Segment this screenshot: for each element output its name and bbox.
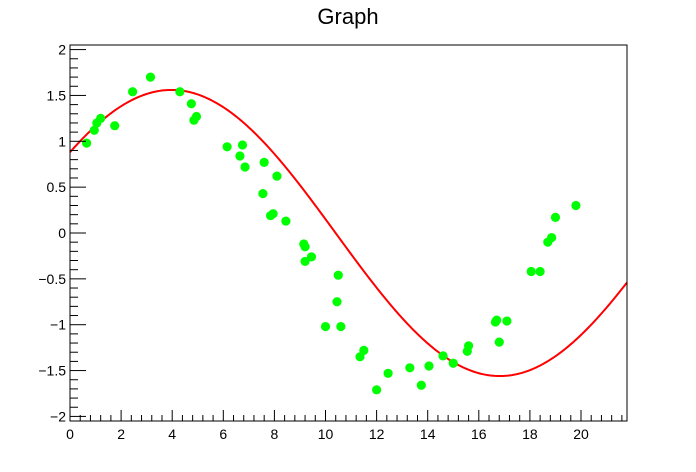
data-point	[336, 321, 346, 332]
data-point	[175, 87, 185, 97]
x-tick-label: 8	[271, 426, 279, 442]
y-tick-label: −0.5	[38, 271, 66, 287]
data-point	[424, 361, 434, 371]
y-tick-label: −2	[50, 408, 66, 424]
y-tick-label: −1.5	[38, 363, 66, 379]
x-tick-label: 10	[318, 426, 334, 442]
fit-curve-layer	[69, 88, 628, 378]
data-point	[82, 138, 92, 148]
y-tick-label: 1.5	[47, 87, 67, 103]
data-point	[186, 99, 196, 109]
x-tick-label: 6	[219, 426, 227, 442]
y-tick-label: 0.5	[47, 179, 67, 195]
y-tick-label: 0	[58, 225, 66, 241]
data-point	[494, 337, 504, 347]
data-point	[571, 200, 581, 211]
data-points-layer	[82, 72, 581, 395]
x-tick-label: 14	[420, 426, 436, 442]
data-point	[89, 125, 99, 135]
data-point	[332, 297, 342, 307]
data-point	[463, 341, 474, 351]
data-point	[359, 345, 369, 355]
data-point	[306, 252, 317, 262]
x-tick-label: 12	[369, 426, 385, 442]
data-point	[526, 266, 536, 277]
data-point	[372, 385, 382, 395]
data-point	[235, 151, 245, 161]
data-point	[110, 121, 120, 131]
chart-title: Graph	[317, 4, 378, 29]
data-point	[272, 171, 282, 181]
y-tick-label: 1	[58, 133, 66, 149]
y-tick-label: 2	[58, 42, 66, 58]
data-point	[383, 368, 393, 378]
data-point	[550, 212, 561, 223]
data-point	[492, 315, 502, 325]
ticks-layer: 0 2 4 6 8 10 12 14 16 18 20 −2 −1.5 −1 −0.5 0 0.5 1 1.5 2	[38, 42, 623, 442]
data-point	[416, 380, 426, 390]
y-tick-label: −1	[50, 317, 66, 333]
data-point	[300, 256, 310, 267]
data-point	[320, 321, 331, 332]
x-tick-label: 0	[66, 426, 74, 442]
data-point	[127, 87, 138, 97]
data-point	[268, 209, 278, 219]
x-tick-label: 4	[168, 426, 176, 442]
x-tick-label: 18	[522, 426, 538, 442]
data-point	[259, 157, 269, 167]
data-point	[333, 270, 343, 280]
x-tick-label: 20	[573, 426, 589, 442]
data-point	[535, 266, 545, 277]
data-point	[191, 111, 202, 122]
x-tick-label: 16	[471, 426, 487, 442]
data-point	[145, 72, 156, 82]
data-point	[405, 363, 415, 373]
data-point	[438, 351, 448, 361]
data-point	[281, 216, 291, 226]
data-point	[96, 113, 106, 123]
data-point	[502, 316, 512, 326]
data-point	[547, 232, 557, 243]
data-point	[448, 358, 458, 368]
data-point	[237, 140, 248, 150]
data-point	[300, 242, 310, 252]
fit-curve-line	[69, 88, 628, 378]
x-tick-label: 2	[117, 426, 125, 442]
data-point	[222, 142, 232, 152]
data-point	[258, 188, 268, 199]
data-point	[240, 162, 250, 172]
